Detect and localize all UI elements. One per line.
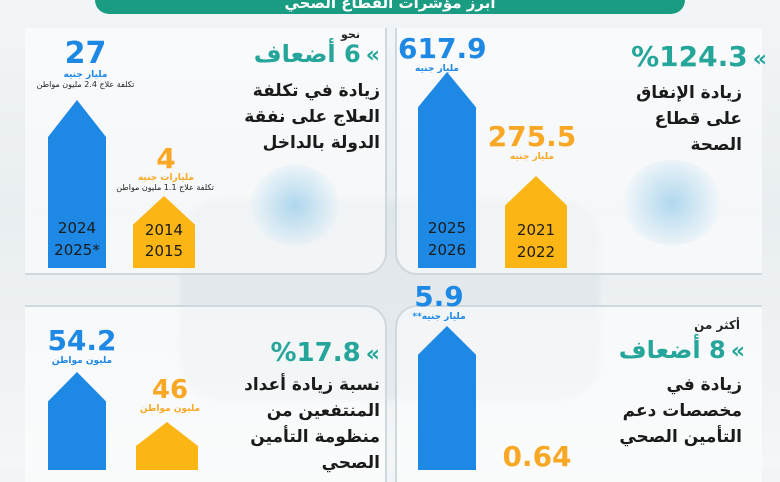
orange-bar-value-group: 275.5 مليار جنيه [484,120,580,163]
prefix-text: أكثر من [694,318,740,332]
orange-bar-value-group: 46 مليون مواطن [122,376,218,414]
description: نسبة زيادة أعداد المنتفعين من منظومة الت… [220,372,380,476]
description: زيادة في مخصصات دعم التأمين الصحي [600,372,742,450]
bar-year-label: 2015 [144,242,184,260]
orange-bar-unit: مليار جنيه [510,152,554,162]
description-line: زيادة في [666,375,742,395]
description-line: على قطاع [654,109,742,129]
medical-device-icon [250,165,340,245]
orange-bar-value: 4 [156,142,176,175]
orange-bar-unit: مليون مواطن [139,404,201,414]
blue-bar-unit: مليار جنيه [415,64,459,74]
blue-bar-value: 5.9 [414,280,464,313]
description-line: التأمين الصحي [619,427,742,447]
highlight-value: %17.8 [270,338,361,368]
blue-bar-unit: مليار جنيه** [412,312,466,322]
description: زيادة في تكلفة العلاج على نفقة الدولة با… [220,78,380,156]
blue-bar-value-group: 54.2 مليون مواطن [34,324,130,367]
bar-year-label: 2024 [57,219,97,237]
description-line: الصحي [321,453,380,473]
orange-bar-unit: مليارات جنيه [137,173,195,183]
description-line: زيادة الإنفاق [636,83,742,103]
description-line: منظومة التأمين [250,427,380,447]
bar-year-label: 2025* [54,241,100,259]
blue-bar-value: 54.2 [47,324,117,357]
orange-bar-value: 46 [151,375,189,405]
orange-bar-value: 275.5 [487,120,577,153]
description-line: الصحة [690,135,742,155]
bar-year-label: 2022 [516,243,556,261]
highlight-row: » %17.8 [215,338,380,368]
chevron-icon: » [752,47,767,72]
blue-bar-value-group: 617.9 مليار جنيه [398,32,487,75]
orange-bar-value: 0.64 [502,440,572,473]
highlight-value: 8 أضعاف [618,336,726,364]
health-network-icon [622,160,722,245]
blue-bar-unit: مليون مواطن [51,356,113,366]
blue-bar-value: 617.9 [398,32,487,65]
description-line: الدولة بالداخل [262,133,380,153]
orange-bar-value-group: 4 مليارات جنيه تكلفة علاج 1.1 مليون مواط… [116,142,214,193]
bar-year-label: 2014 [144,221,184,239]
orange-bar-note: تكلفة علاج 1.1 مليون مواطن [116,183,214,192]
chevron-icon: » [730,339,745,364]
description-line: نسبة زيادة أعداد [244,375,380,395]
bar-year-label: 2021 [516,221,556,239]
blue-bar-value-group: 5.9 مليار جنيه** [400,280,478,323]
blue-bar-note: تكلفة علاج 2.4 مليون مواطن [36,80,135,89]
blue-bar-value-group: 27 مليار جنيه تكلفة علاج 2.4 مليون مواطن [37,36,135,90]
chevron-icon: » [365,342,380,367]
bar-2025-2026: 2025 2026 [418,72,476,268]
description-line: المنتفعين من [266,401,380,421]
description-line: العلاج على نفقة [244,107,380,127]
highlight-value: 6 أضعاف [253,40,361,68]
highlight-row: » 6 أضعاف [220,40,380,68]
blue-bar-unit: مليار جنيه [63,70,108,80]
description-line: مخصصات دعم [622,401,742,421]
chevron-icon: » [365,43,380,68]
bar-insurance-current [418,326,476,470]
highlight-row: » 8 أضعاف [585,336,745,364]
bar-year-label: 2026 [427,241,467,259]
orange-bar-value-group: 0.64 [492,442,582,472]
description: زيادة الإنفاق على قطاع الصحة [612,80,742,158]
prefix-text: نحو [341,28,360,41]
blue-bar-value: 27 [64,36,107,71]
highlight-row: » %124.3 [592,40,767,73]
page-title: أبرز مؤشرات القطاع الصحي [95,0,685,14]
highlight-value: %124.3 [631,40,748,73]
bar-2024-2025: 2024 2025* [48,100,106,268]
description-line: زيادة في تكلفة [252,81,380,101]
bar-year-label: 2025 [427,219,467,237]
